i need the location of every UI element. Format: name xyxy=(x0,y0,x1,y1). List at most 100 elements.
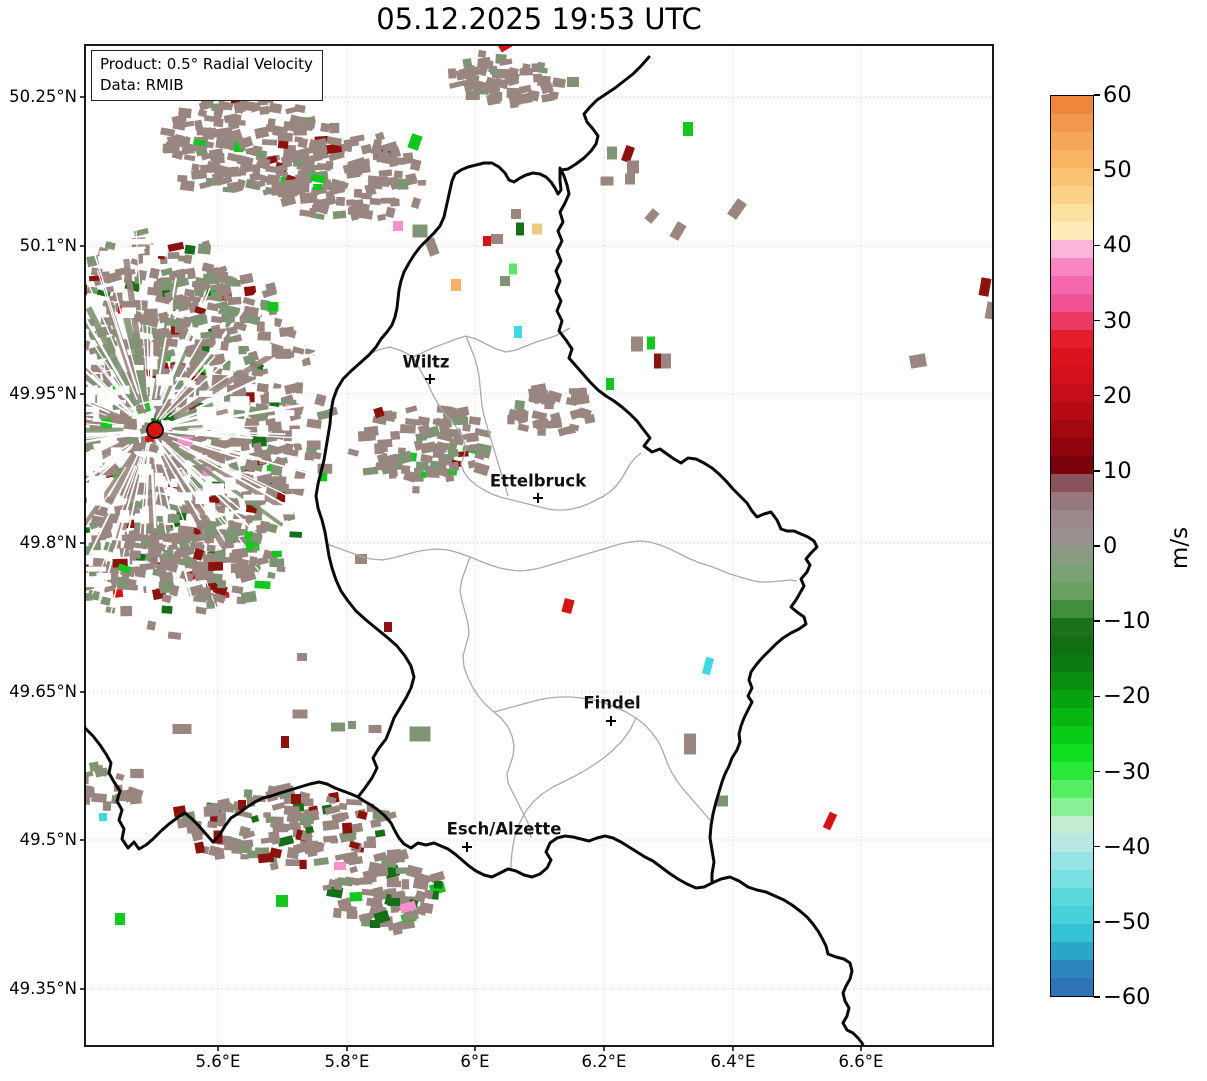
echo-cell xyxy=(221,313,236,323)
echo-cell xyxy=(217,811,227,821)
echo-cell xyxy=(372,415,388,426)
echo-cell xyxy=(462,423,471,432)
echo-cell xyxy=(90,364,105,373)
echo-cell xyxy=(276,566,286,573)
echo-cell xyxy=(299,164,309,174)
echo-cell xyxy=(2,348,18,361)
echo-cell xyxy=(57,439,66,447)
echo-cell xyxy=(102,801,112,811)
echo-cell xyxy=(40,324,50,331)
echo-cell xyxy=(357,810,368,820)
echo-cell xyxy=(177,174,188,183)
echo-cell xyxy=(16,437,25,445)
echo-cell xyxy=(325,190,335,199)
echo-cell xyxy=(33,432,42,439)
echo-cell xyxy=(499,68,512,78)
echo-cell xyxy=(373,406,385,419)
echo-cell xyxy=(208,353,226,367)
echo-cell xyxy=(533,395,546,405)
x-tick-label: 6.2°E xyxy=(581,1052,627,1071)
echo-cell xyxy=(91,792,107,804)
echo-gap-streak xyxy=(177,470,226,541)
echo-cell xyxy=(0,364,13,370)
echo-cell xyxy=(206,544,216,552)
echo-cell xyxy=(370,920,380,928)
echo-gap-streak xyxy=(86,280,138,400)
echo-cell xyxy=(211,152,224,165)
echo-cell xyxy=(349,891,363,902)
echo-cell xyxy=(409,726,431,742)
echo-cell xyxy=(29,331,45,342)
colorbar-tick-mark xyxy=(1094,244,1100,247)
echo-cell xyxy=(908,353,928,369)
echo-cell xyxy=(376,213,387,222)
echo-cell xyxy=(438,423,451,436)
echo-cell xyxy=(388,898,400,906)
echo-cell xyxy=(252,368,269,378)
echo-cell xyxy=(67,448,82,461)
echo-cell xyxy=(162,535,179,544)
echo-hole xyxy=(288,478,310,489)
echo-hole xyxy=(146,585,156,593)
echo-cell xyxy=(375,462,389,472)
product-info-box: Product: 0.5° Radial Velocity Data: RMIB xyxy=(91,50,323,101)
echo-cell xyxy=(217,580,227,589)
echo-cell xyxy=(654,353,662,369)
echo-cell xyxy=(199,571,215,582)
echo-cell xyxy=(6,444,21,450)
echo-cell xyxy=(6,565,20,576)
echo-cell xyxy=(47,499,59,505)
echo-cell xyxy=(384,622,392,632)
echo-cell xyxy=(349,210,360,221)
echo-cell xyxy=(64,261,75,268)
echo-hole xyxy=(170,478,178,488)
echo-cell xyxy=(184,819,193,827)
echo-cell xyxy=(348,841,361,850)
echo-cell xyxy=(203,528,217,541)
echo-cell xyxy=(108,293,122,302)
echo-gap-streak xyxy=(85,418,125,426)
echo-cell xyxy=(473,461,490,477)
echo-cell xyxy=(18,288,35,298)
echo-hole xyxy=(243,494,265,501)
echo-hole xyxy=(268,388,281,403)
echo-cell xyxy=(70,494,79,502)
echo-cell xyxy=(243,305,260,317)
echo-cell xyxy=(297,137,309,149)
echo-cell xyxy=(0,439,11,452)
echo-cell xyxy=(500,276,510,286)
echo-cell xyxy=(451,279,461,291)
echo-cell xyxy=(60,469,77,480)
echo-cell xyxy=(222,186,236,193)
echo-cell xyxy=(401,879,410,890)
y-tick-label: 49.8°N xyxy=(19,533,77,552)
echo-cell xyxy=(68,331,79,341)
echo-gap-streak xyxy=(85,453,140,567)
echo-hole xyxy=(227,418,238,427)
x-tick-label: 6°E xyxy=(460,1052,490,1071)
echo-cell xyxy=(434,443,450,451)
echo-cell xyxy=(561,597,575,615)
echo-cell xyxy=(206,802,223,811)
echo-cell xyxy=(44,359,60,370)
echo-cell xyxy=(200,331,213,339)
echo-cell xyxy=(129,550,141,559)
echo-cell xyxy=(286,811,300,824)
echo-gap-streak xyxy=(93,252,140,395)
echo-cell xyxy=(293,124,307,136)
echo-gap-streak xyxy=(139,447,149,537)
echo-cell xyxy=(386,880,402,888)
echo-cell xyxy=(526,89,540,102)
colorbar-tick-label: −20 xyxy=(1103,683,1151,710)
echo-cell xyxy=(41,301,54,309)
echo-hole xyxy=(159,302,174,315)
echo-cell xyxy=(372,139,383,148)
echo-cell xyxy=(237,135,254,150)
echo-cell xyxy=(133,314,147,323)
echo-cell xyxy=(18,483,30,494)
echo-cell xyxy=(38,497,51,506)
echo-cell xyxy=(245,540,254,552)
echo-cell xyxy=(121,532,138,542)
echo-gap-streak xyxy=(85,430,140,436)
echo-cell xyxy=(512,87,522,96)
